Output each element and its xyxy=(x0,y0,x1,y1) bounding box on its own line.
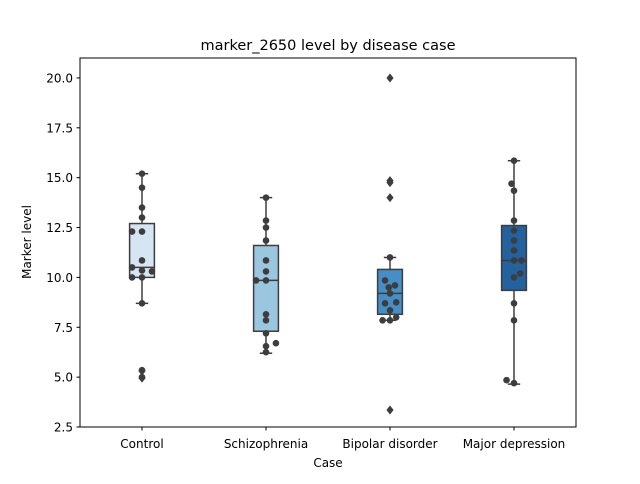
data-point xyxy=(128,228,136,235)
axes-frame xyxy=(79,57,577,428)
data-point xyxy=(386,316,394,324)
x-tick-label: Major depression xyxy=(463,437,566,451)
data-point xyxy=(138,214,146,221)
x-tick-label: Bipolar disorder xyxy=(342,437,437,451)
swarm-group-1 xyxy=(252,194,280,356)
outlier-marker xyxy=(386,73,394,83)
data-point xyxy=(510,274,518,281)
data-point xyxy=(252,277,260,284)
data-point xyxy=(138,373,146,381)
swarm-group-0 xyxy=(128,170,156,381)
data-point xyxy=(262,348,270,356)
data-point xyxy=(262,217,270,224)
data-point xyxy=(138,300,146,307)
data-point xyxy=(386,307,394,314)
data-point xyxy=(138,274,146,281)
data-point xyxy=(381,277,389,284)
data-point xyxy=(138,170,146,177)
swarm-group-2 xyxy=(379,254,400,324)
data-point xyxy=(138,204,146,211)
y-tick-label: 20.0 xyxy=(46,71,73,85)
data-point xyxy=(262,329,270,337)
data-point xyxy=(392,313,400,321)
data-point xyxy=(392,299,400,306)
data-point xyxy=(503,376,510,384)
y-axis-label: Marker level xyxy=(20,205,34,279)
axes: 2.5 5.0 7.5 10.0 12.5 15.0 17.5 20.0 Control Schi… xyxy=(46,71,565,451)
y-tick-label: 17.5 xyxy=(46,121,73,135)
chart-title: marker_2650 level by disease case xyxy=(201,38,456,54)
data-point xyxy=(262,316,270,324)
data-point xyxy=(385,284,393,291)
data-point xyxy=(386,254,394,261)
y-tick-label: 5.0 xyxy=(54,371,73,385)
data-point xyxy=(510,300,518,307)
data-point xyxy=(148,268,156,275)
outlier-marker xyxy=(386,193,394,203)
data-point xyxy=(386,290,394,297)
data-point xyxy=(138,366,146,374)
data-point xyxy=(262,342,270,350)
y-tick-label: 12.5 xyxy=(46,221,73,235)
data-point xyxy=(508,180,515,187)
data-point xyxy=(262,257,270,264)
data-point xyxy=(510,379,518,387)
x-tick-label: Schizophrenia xyxy=(224,437,308,451)
data-point xyxy=(138,228,146,235)
data-point xyxy=(379,316,386,324)
data-point xyxy=(510,247,518,254)
swarm-group-3 xyxy=(503,157,525,387)
data-point xyxy=(262,277,270,284)
data-point xyxy=(138,184,146,191)
y-tick-label: 7.5 xyxy=(54,321,73,335)
data-point xyxy=(262,224,270,231)
data-point xyxy=(510,217,518,224)
data-point xyxy=(138,267,146,274)
data-point xyxy=(510,257,518,264)
data-point xyxy=(391,282,399,289)
data-point xyxy=(381,300,389,307)
data-point xyxy=(128,264,136,271)
data-point xyxy=(262,194,270,201)
data-point xyxy=(262,311,270,318)
data-point xyxy=(510,157,518,165)
x-tick-label: Control xyxy=(120,437,163,451)
outlier-marker xyxy=(386,176,394,186)
y-tick-label: 10.0 xyxy=(46,271,73,285)
data-point xyxy=(138,257,146,264)
data-point xyxy=(518,257,525,264)
data-point xyxy=(262,268,270,275)
data-point xyxy=(272,339,280,347)
x-axis-label: Case xyxy=(313,456,342,470)
outlier-marker xyxy=(386,405,394,415)
plot-area xyxy=(128,73,528,415)
data-point xyxy=(262,237,270,244)
data-point xyxy=(510,237,518,244)
data-point xyxy=(128,274,136,281)
y-tick-label: 15.0 xyxy=(46,171,73,185)
data-point xyxy=(510,227,518,234)
data-point xyxy=(510,316,518,324)
data-point xyxy=(510,187,518,194)
data-point xyxy=(516,270,524,277)
y-tick-label: 2.5 xyxy=(54,421,73,435)
